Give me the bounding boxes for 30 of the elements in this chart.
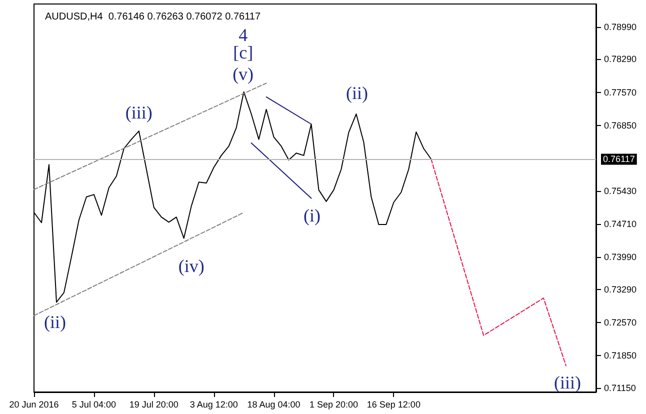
y-tick-label: 0.77570 [604,87,637,98]
annotation: (v) [232,64,254,84]
annotation: (ii) [44,312,66,332]
y-tick-label: 0.76850 [604,120,637,131]
y-tick-label: 0.75430 [604,186,637,196]
annotation: (iv) [178,256,204,276]
line-series [430,158,567,366]
x-tick-label: 16 Sep 12:00 [366,400,420,410]
y-tick-label: 0.78990 [604,22,637,32]
text: AUDUSD,H4 0.76146 0.76263 0.76072 0.76117 [45,12,261,22]
x-tick-label: 18 Aug 04:00 [247,400,300,410]
annotation: (iii) [554,372,582,392]
x-tick-label: 3 Aug 12:00 [190,400,238,410]
ref-line-label: 0.76117 [603,154,635,164]
y-tick-label: 0.71850 [604,350,637,361]
y-tick-label: 0.71150 [604,382,636,393]
annotation: (i) [304,205,321,226]
y-tick-label: 0.74710 [604,219,637,230]
annotation: (iii) [125,102,152,123]
y-tick-label: 0.73990 [604,252,637,262]
y-tick-label: 0.73290 [604,284,637,294]
x-tick-label: 20 Jun 2016 [9,400,59,410]
y-tick-label: 0.72570 [604,318,637,328]
annotation: [c] [233,42,254,62]
annotation: 4 [238,25,248,46]
x-tick-label: 1 Sep 20:00 [309,400,358,410]
y-tick-label: 0.78290 [604,54,637,64]
x-tick-label: 19 Jul 20:00 [129,400,178,410]
annotation: (ii) [346,83,368,104]
x-tick-label: 5 Jul 04:00 [72,400,116,410]
